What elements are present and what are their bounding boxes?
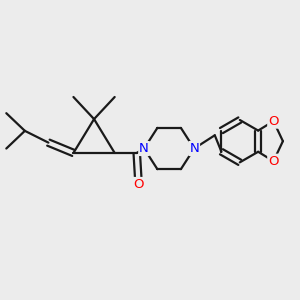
Text: O: O (268, 115, 279, 128)
Text: O: O (133, 178, 143, 191)
Text: N: N (139, 142, 149, 155)
Text: N: N (189, 142, 199, 155)
Text: O: O (268, 155, 279, 168)
